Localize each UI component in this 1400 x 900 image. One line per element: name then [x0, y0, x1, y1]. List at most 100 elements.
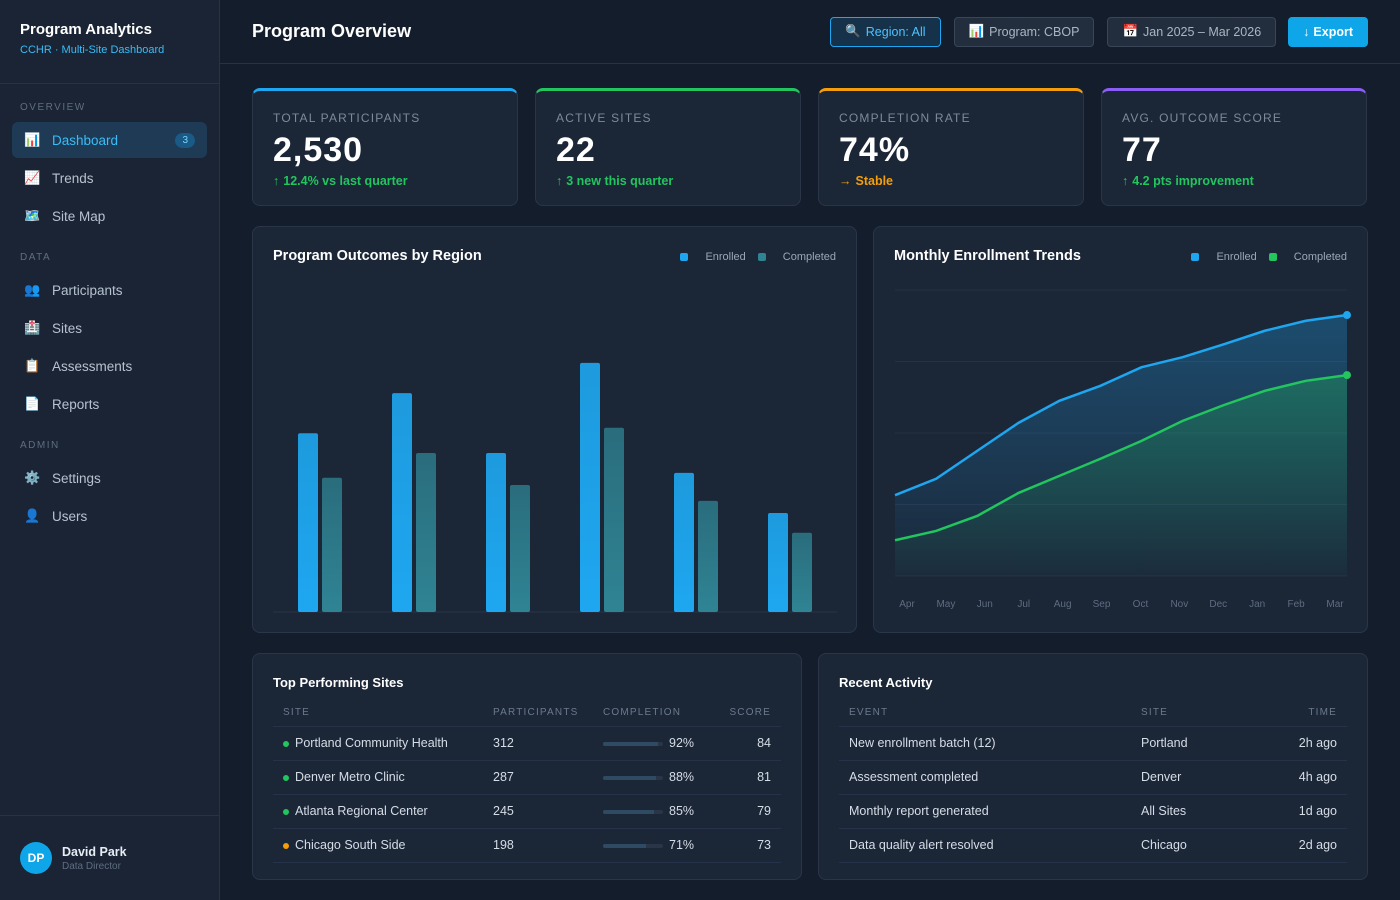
- activity-row[interactable]: Data quality alert resolved Chicago 2d ago: [839, 828, 1347, 863]
- nav-item[interactable]: 👤 Users: [12, 498, 207, 534]
- legend-item[interactable]: Enrolled: [1191, 251, 1257, 263]
- nav-item[interactable]: ⚙️ Settings: [12, 460, 207, 496]
- bar: [580, 362, 600, 612]
- legend: Enrolled Completed: [1179, 251, 1347, 263]
- user-role: Data Director: [62, 860, 121, 872]
- chart-card: Program Outcomes by Region Enrolled Comple…: [252, 226, 857, 633]
- legend-item[interactable]: Completed: [757, 251, 836, 263]
- nav-item[interactable]: 📈 Trends: [12, 160, 207, 196]
- progress-track: [603, 741, 663, 746]
- nav-icon: 🗺️: [24, 208, 41, 223]
- column-header: PARTICIPANTS: [483, 700, 593, 727]
- nav-item[interactable]: 📄 Reports: [12, 386, 207, 422]
- nav-icon: 📈: [24, 170, 41, 185]
- kpi-delta-text: 4.2 pts improvement: [1132, 174, 1254, 188]
- user-name: David Park: [62, 844, 127, 859]
- x-tick-label: Sep: [1093, 599, 1111, 610]
- site-row[interactable]: Chicago South Side 198 71% 73: [273, 828, 781, 863]
- area: [895, 375, 1347, 576]
- x-tick-label: May: [936, 599, 955, 610]
- progress-track: [603, 809, 663, 814]
- nav-icon: 📄: [24, 396, 41, 411]
- site-cell: All Sites: [1131, 794, 1246, 829]
- legend-item[interactable]: Enrolled: [680, 251, 746, 263]
- nav-item[interactable]: 👥 Participants: [12, 272, 207, 308]
- legend: Enrolled Completed: [668, 251, 836, 263]
- progress-track: [603, 775, 663, 780]
- legend-swatch: [1268, 253, 1277, 261]
- completion-label: 88%: [669, 770, 695, 784]
- score-cell: 84: [713, 726, 781, 761]
- nav-section-label: ADMIN: [20, 440, 60, 451]
- nav-icon: 📋: [24, 358, 41, 373]
- kpi-label: ACTIVE SITES: [556, 111, 652, 125]
- nav-section-label: DATA: [20, 252, 52, 263]
- avatar: DP: [20, 842, 52, 874]
- nav-label: Users: [52, 508, 88, 524]
- site-cell: Atlanta Regional Center: [273, 794, 483, 829]
- kpi-label: TOTAL PARTICIPANTS: [273, 111, 421, 125]
- kpi-delta-arrow: ↑: [273, 174, 280, 188]
- x-tick-label: Aug: [1054, 599, 1072, 610]
- legend-item[interactable]: Completed: [1268, 251, 1347, 263]
- site-row[interactable]: Denver Metro Clinic 287 88% 81: [273, 760, 781, 795]
- legend-label: Completed: [1293, 251, 1347, 263]
- bar: [416, 453, 436, 612]
- column-header: SITE: [273, 700, 483, 727]
- export-button[interactable]: ↓ Export: [1288, 16, 1368, 47]
- nav-item[interactable]: 📊 Dashboard 3: [12, 122, 207, 158]
- time-cell: 2d ago: [1246, 828, 1347, 863]
- score-cell: 81: [713, 760, 781, 795]
- kpi-delta: ↑ 4.2 pts improvement: [1122, 174, 1346, 188]
- nav-section-label: OVERVIEW: [20, 102, 86, 113]
- end-point: [1343, 311, 1351, 320]
- nav-label: Site Map: [52, 208, 106, 224]
- kpi-delta: → Stable: [839, 174, 1063, 188]
- participants-cell: 287: [483, 760, 593, 795]
- time-cell: 2h ago: [1246, 726, 1347, 761]
- nav-icon: 👥: [24, 282, 41, 297]
- site-cell: Chicago: [1131, 828, 1246, 863]
- app-title: Program Analytics: [20, 21, 152, 38]
- sidebar: Program Analytics CCHR · Multi-Site Dash…: [0, 0, 220, 900]
- kpi-delta-arrow: ↑: [1122, 174, 1129, 188]
- legend-label: Enrolled: [705, 251, 746, 263]
- completion-label: 71%: [669, 838, 695, 852]
- column-header: TIME: [1246, 700, 1347, 727]
- activity-row[interactable]: New enrollment batch (12) Portland 2h ago: [839, 726, 1347, 761]
- filter-button[interactable]: 📊 Program: CBOP: [953, 16, 1095, 47]
- sites-table: SITE PARTICIPANTS COMPLETION SCORE Portland …: [273, 700, 781, 863]
- status-dot: [283, 774, 289, 781]
- activity-row[interactable]: Assessment completed Denver 4h ago: [839, 760, 1347, 795]
- site-name: Chicago South Side: [295, 838, 406, 852]
- site-cell: Denver Metro Clinic: [273, 760, 483, 795]
- x-tick-label: Jul: [1017, 599, 1030, 610]
- nav-icon: 🏥: [24, 320, 41, 335]
- event-cell: Assessment completed: [839, 760, 1131, 795]
- page-title: Program Overview: [252, 21, 412, 41]
- filter-button[interactable]: 📅 Jan 2025 – Mar 2026: [1107, 16, 1277, 47]
- filter-button[interactable]: 🔍 Region: All: [830, 16, 941, 47]
- status-dot: [283, 740, 289, 747]
- nav-badge: 3: [175, 132, 195, 148]
- filter-icon: 📊: [968, 24, 985, 38]
- user[interactable]: DP David Park Data Director: [0, 815, 219, 900]
- header: Program Overview 🔍 Region: All 📊 Program: C…: [220, 0, 1400, 64]
- legend-swatch: [1191, 253, 1200, 261]
- nav-item[interactable]: 🗺️ Site Map: [12, 198, 207, 234]
- nav-icon: ⚙️: [24, 470, 41, 485]
- nav: OVERVIEW 📊 Dashboard 3 📈 Trends 🗺️ Site Map DATA…: [0, 102, 219, 534]
- site-row[interactable]: Portland Community Health 312 92% 84: [273, 726, 781, 761]
- site-row[interactable]: Atlanta Regional Center 245 85% 79: [273, 794, 781, 829]
- bar: [322, 477, 342, 612]
- kpi-delta-text: 12.4% vs last quarter: [283, 174, 408, 188]
- participants-cell: 245: [483, 794, 593, 829]
- nav-item[interactable]: 📋 Assessments: [12, 348, 207, 384]
- activity-row[interactable]: Monthly report generated All Sites 1d ago: [839, 794, 1347, 829]
- bar: [674, 472, 694, 612]
- nav-item[interactable]: 🏥 Sites: [12, 310, 207, 346]
- kpi-delta: ↑ 12.4% vs last quarter: [273, 174, 497, 188]
- x-tick-label: Mar: [1326, 599, 1344, 610]
- site-name: Portland Community Health: [295, 736, 448, 750]
- kpi-value: 77: [1122, 131, 1162, 169]
